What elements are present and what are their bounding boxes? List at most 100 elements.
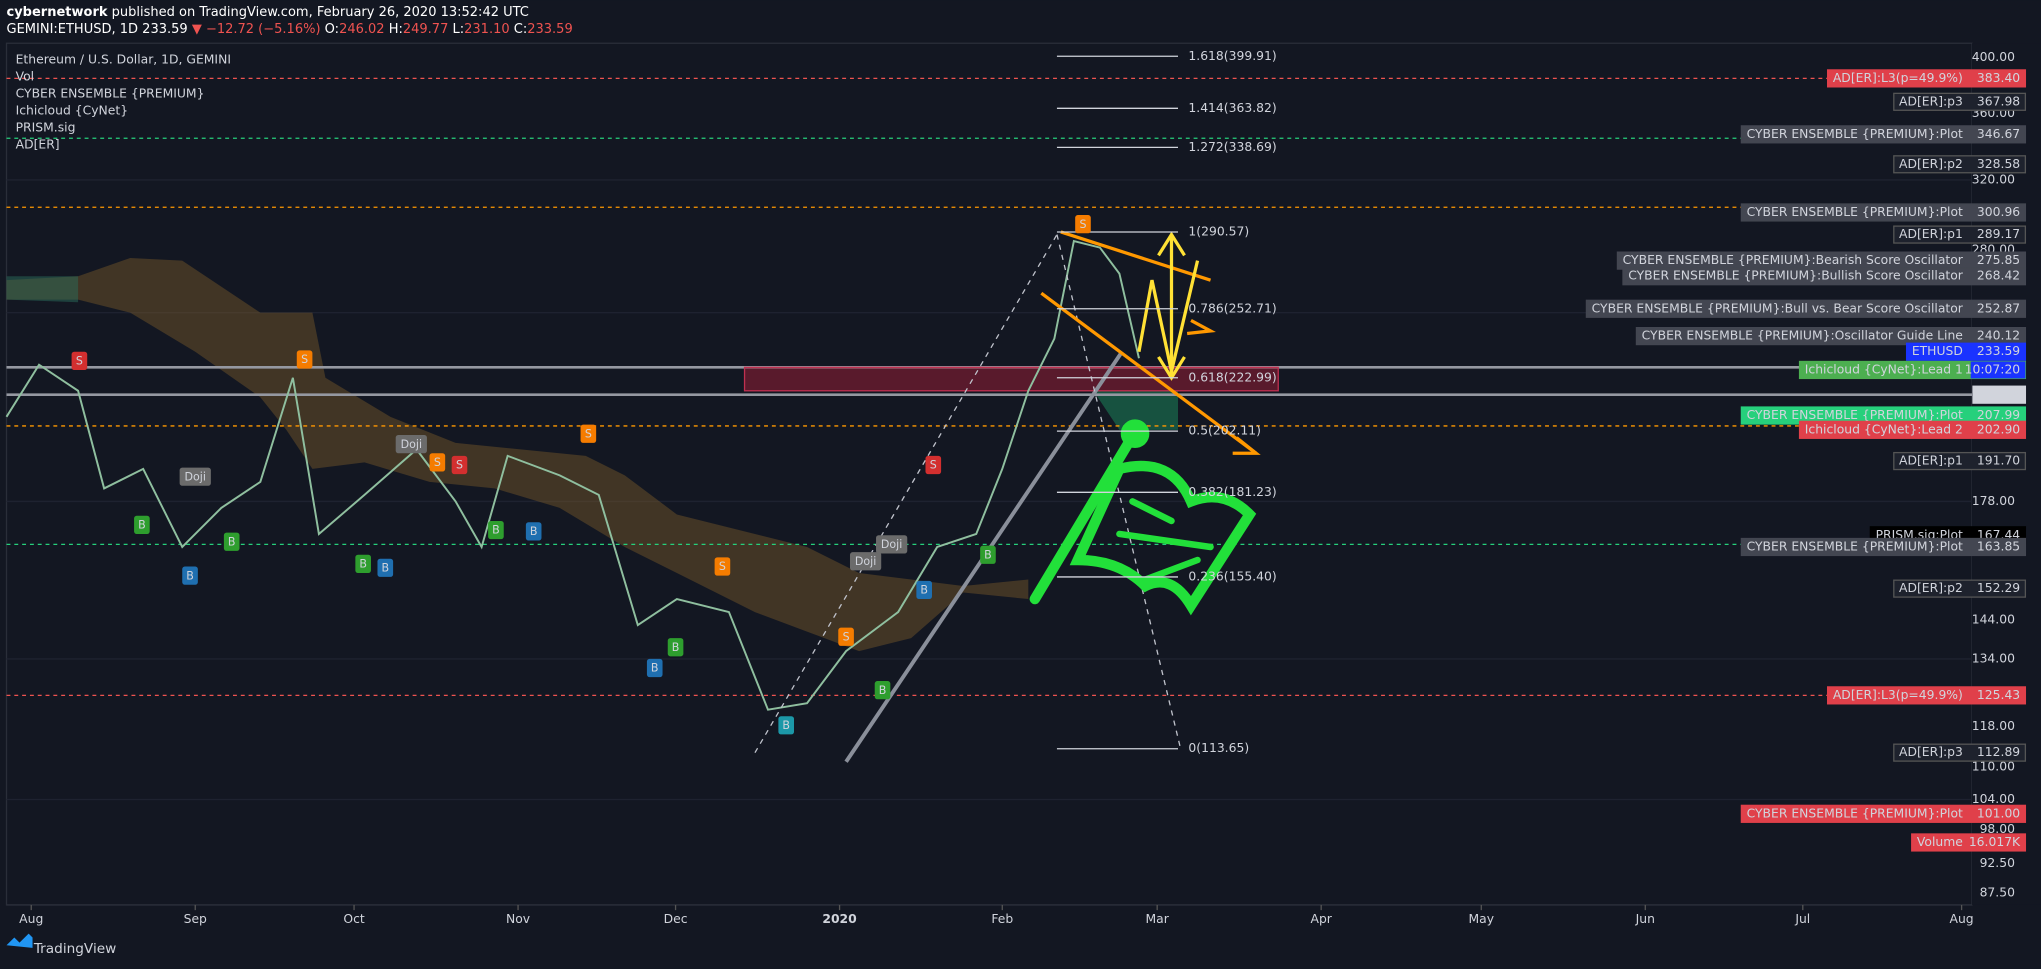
price-tick-label: 92.50 [1980,856,2016,870]
time-tick-label: Jun [1635,912,1655,926]
ohlc-label: C: [514,21,527,36]
signal-label: Doji [401,438,422,451]
price-tag-bg [1893,225,2027,244]
price-tag-bg [1798,420,2027,439]
price-tag-label: CYBER ENSEMBLE {PREMIUM}:Plot [1747,539,1963,553]
price-tag-value: 346.67 [1977,127,2020,141]
change: ▼ −12.72 (−5.16%) [192,21,321,36]
price-tag-value: 101.00 [1977,806,2020,820]
signal-label: B [984,548,992,561]
legend-item: Ethereum / U.S. Dollar, 1D, GEMINI [16,53,231,67]
signal-badge [451,455,468,475]
price-tag-bg [1740,125,2027,144]
zigzag [1137,260,1200,372]
price-tag-label: AD[ER]:p2 [1899,157,1963,171]
price-tag-bg [1826,686,2027,705]
flag-knob [1120,419,1150,449]
signal-badge [1075,215,1091,234]
time-tick-label: Apr [1310,912,1332,926]
price-tag-value: 268.42 [1977,269,2020,283]
price-tick-label: 87.50 [1980,886,2016,900]
arrow-line [1040,291,1258,455]
price-tick-label: 400.00 [1972,50,2015,64]
price-tag-bg [1622,267,2027,286]
price-tick-label: 134.00 [1972,651,2015,665]
brand: TradingView [33,941,117,957]
price-tag-value: 112.89 [1977,745,2020,759]
fib-label: 0.618(222.99) [1188,370,1276,384]
fib-label: 0.5(202.11) [1188,424,1261,438]
price-tag-bg [1893,743,2027,762]
signal-badge [395,435,427,454]
price-tag: 163.85 CYBER ENSEMBLE {PREMIUM}:Plot [1740,537,2027,557]
footer: TradingView [6,933,117,957]
channel-arrows [1040,230,1261,455]
chart-pane [5,42,1973,906]
arrow-head [1157,231,1186,257]
price-tag-bg [1911,833,2027,852]
legend-item: AD[ER] [16,137,60,151]
signal-badge [876,535,908,554]
signal-label: Doji [855,555,876,568]
arrow-head [1232,436,1261,455]
ichimoku-cloud [6,258,1029,652]
price-tag-value: 328.58 [1977,157,2020,171]
flag-drawing [1029,419,1257,616]
time-tick-label: Oct [343,912,365,926]
signal-badge [182,566,198,585]
signal-label: S [1079,218,1086,231]
price-tag-value: 207.99 [1977,408,2020,422]
time-tick-label: Dec [664,912,688,926]
signal-label: B [782,719,790,732]
signal-label: S [456,459,463,472]
price-tag-bg [1585,299,2027,318]
ohlc-value: 246.02 [339,21,385,36]
countdown-bg [1970,361,2026,379]
price-tag: 328.58 AD[ER]:p2 [1893,155,2027,174]
legend-item: Ichicloud {CyNet} [16,103,128,117]
price-tag-bg [1905,342,2027,361]
price-tag: 240.12 CYBER ENSEMBLE {PREMIUM}:Oscillato… [1635,326,2027,346]
signal-badge [874,681,891,700]
price-tag: 202.90 Ichicloud {CyNet}:Lead 2 [1798,420,2027,439]
yellow-arrows [1137,231,1200,381]
flag-pole [1029,431,1138,605]
price-tag: 383.40 AD[ER]:L3(p=49.9%) [1826,69,2027,88]
price-tag-label: AD[ER]:p3 [1899,745,1963,759]
signal-label: S [585,427,592,440]
signal-badge [525,522,542,541]
logo [6,933,33,948]
price-tag: 152.29 AD[ER]:p2 [1893,579,2027,598]
price-tag-bg [1893,155,2027,174]
price-tag-label: CYBER ENSEMBLE {PREMIUM}:Bull vs. Bear S… [1592,301,1964,315]
countdown: 10:07:20 [1965,362,2021,376]
signal-label: S [843,630,850,643]
fib-label: 1(290.57) [1188,224,1249,238]
signal-badge [134,515,150,534]
price-tag: 207.99 CYBER ENSEMBLE {PREMIUM}:Plot [1740,406,2027,425]
price-tag: 289.17 AD[ER]:p1 [1893,225,2027,244]
price-tag: 252.87 CYBER ENSEMBLE {PREMIUM}:Bull vs. … [1585,299,2027,318]
signal-label: S [76,354,83,367]
signal-label: S [301,353,308,366]
price-tag-label: CYBER ENSEMBLE {PREMIUM}:Plot [1747,127,1963,141]
price-tag-value: 152.29 [1977,581,2020,595]
symbol: GEMINI:ETHUSD, 1D [7,21,139,36]
signal-badge [916,580,932,600]
price-tag-value: 240.12 [1977,329,2020,343]
signal-badge [488,520,504,540]
chart-frame [5,42,1973,906]
fib-label: 1.272(338.69) [1188,140,1276,154]
last-price: 233.59 [142,21,188,36]
signal-label: B [186,569,194,582]
signal-badge [296,350,313,369]
price-tag-bg [1635,326,2027,346]
price-tag: 346.67 CYBER ENSEMBLE {PREMIUM}:Plot [1740,125,2027,144]
price-tag-label: AD[ER]:L3(p=49.9%) [1833,71,1963,85]
price-tag-bg [1740,804,2027,823]
signal-label: S [434,456,441,469]
price-tag-value: 383.40 [1977,71,2020,85]
signal-badge [71,351,88,370]
time-tick-label: Aug [1950,912,1974,926]
signal-label: Doji [881,538,902,551]
